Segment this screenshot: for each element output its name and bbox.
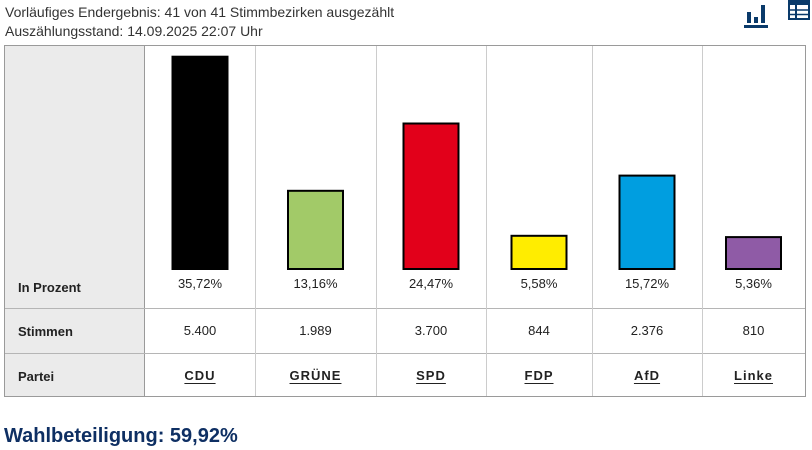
results-chart: In Prozent Stimmen Partei 35,72% 5.400 CDU… (4, 45, 806, 397)
party-link-spd[interactable]: SPD (416, 368, 446, 383)
count-timestamp: Auszählungsstand: 14.09.2025 22:07 Uhr (5, 23, 263, 39)
row-divider (5, 353, 805, 354)
column-divider (255, 46, 256, 396)
bar-spd (402, 122, 460, 270)
bar-afd (618, 174, 676, 271)
percent-label: 24,47% (408, 276, 454, 291)
bar-fdp (510, 234, 568, 271)
bar-linke (725, 236, 782, 271)
view-toggle (742, 0, 812, 30)
bar-grüne (287, 189, 344, 270)
percent-label: 15,72% (624, 276, 670, 291)
party-link-linke[interactable]: Linke (734, 368, 773, 383)
table-icon[interactable] (788, 0, 810, 22)
percent-label: 13,16% (293, 276, 338, 291)
status-text: Vorläufiges Endergebnis: 41 von 41 Stimm… (5, 3, 394, 41)
bar-chart-icon[interactable] (744, 0, 768, 28)
row-divider (5, 308, 805, 309)
column-divider (376, 46, 377, 396)
column-divider (486, 46, 487, 396)
row-label-percent: In Prozent (18, 280, 81, 295)
column-divider (592, 46, 593, 396)
party-link-afd[interactable]: AfD (633, 368, 661, 383)
vote-count: 5.400 (183, 323, 217, 338)
row-label-party: Partei (18, 369, 55, 384)
result-status: Vorläufiges Endergebnis: 41 von 41 Stimm… (5, 4, 395, 20)
bar-chart (171, 55, 782, 271)
party-link-cdu[interactable]: CDU (184, 368, 216, 383)
vote-count: 1.989 (299, 323, 332, 338)
party-link-grüne[interactable]: GRÜNE (289, 368, 342, 383)
column-divider (702, 46, 703, 396)
row-label-column: In Prozent Stimmen Partei (5, 46, 145, 396)
party-link-fdp[interactable]: FDP (524, 368, 554, 383)
vote-count: 844 (528, 323, 550, 338)
bar-cdu (171, 55, 229, 271)
vote-count: 2.376 (630, 323, 664, 338)
row-label-votes: Stimmen (18, 324, 73, 339)
percent-label: 5,36% (735, 276, 772, 291)
percent-label: 5,58% (520, 276, 558, 291)
vote-count: 3.700 (414, 323, 448, 338)
turnout: Wahlbeteiligung: 59,92% (4, 425, 238, 447)
percent-label: 35,72% (177, 276, 223, 291)
vote-count: 810 (742, 323, 765, 338)
